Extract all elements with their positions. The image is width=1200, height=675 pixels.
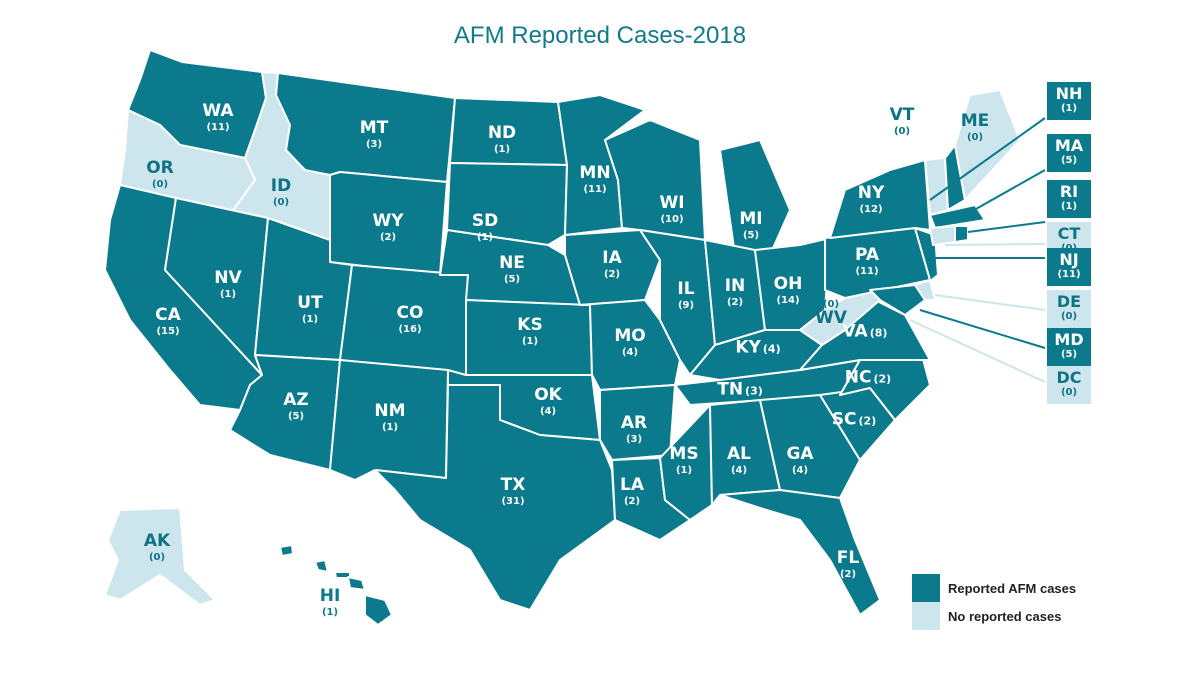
- callout-nh: NH (1): [1047, 82, 1091, 120]
- state-co: [339, 264, 469, 376]
- state-wy: [329, 171, 448, 276]
- ma-leader-line: [959, 169, 1046, 219]
- nh-leader-line: [929, 117, 1046, 201]
- legend-item-reported: Reported AFM cases: [912, 574, 1076, 602]
- legend: Reported AFM cases No reported cases: [912, 574, 1076, 630]
- callout-dc: DC (0): [1047, 366, 1091, 404]
- ct-leader-line: [944, 243, 1046, 246]
- state-ks: [465, 299, 593, 376]
- callout-nj: NJ (11): [1047, 248, 1091, 286]
- map-title: AFM Reported Cases-2018: [453, 22, 747, 49]
- state-mt: [275, 72, 456, 183]
- state-nd: [449, 97, 568, 166]
- legend-swatch-reported: [912, 574, 940, 602]
- state-ri: [954, 225, 969, 243]
- state-de: [914, 279, 936, 301]
- md-leader-line: [919, 309, 1046, 349]
- ri-leader-line: [967, 221, 1046, 233]
- state-md: [869, 284, 926, 316]
- state-nm: [329, 359, 449, 481]
- legend-swatch-none: [912, 602, 940, 630]
- state-ms: [659, 404, 713, 521]
- state-ct: [929, 225, 956, 246]
- state-tx: [374, 384, 616, 611]
- state-ak: [104, 507, 216, 606]
- legend-label-reported: Reported AFM cases: [948, 580, 1077, 596]
- state-me: [954, 89, 1021, 201]
- state-mi: [719, 139, 791, 256]
- legend-item-none: No reported cases: [912, 602, 1076, 630]
- de-leader-line: [934, 294, 1046, 311]
- state-sd: [446, 162, 568, 246]
- state-ia: [564, 229, 661, 306]
- dc-leader-line: [909, 319, 1046, 383]
- callout-de: DE (0): [1047, 290, 1091, 328]
- state-ny: [829, 159, 931, 239]
- callout-ma: MA (5): [1047, 134, 1091, 172]
- legend-label-none: No reported cases: [948, 608, 1062, 624]
- callout-md: MD (5): [1047, 328, 1091, 366]
- state-fl: [719, 489, 881, 616]
- state-ar: [599, 384, 676, 461]
- state-hi: [279, 544, 393, 626]
- callout-ri: RI (1): [1047, 180, 1091, 218]
